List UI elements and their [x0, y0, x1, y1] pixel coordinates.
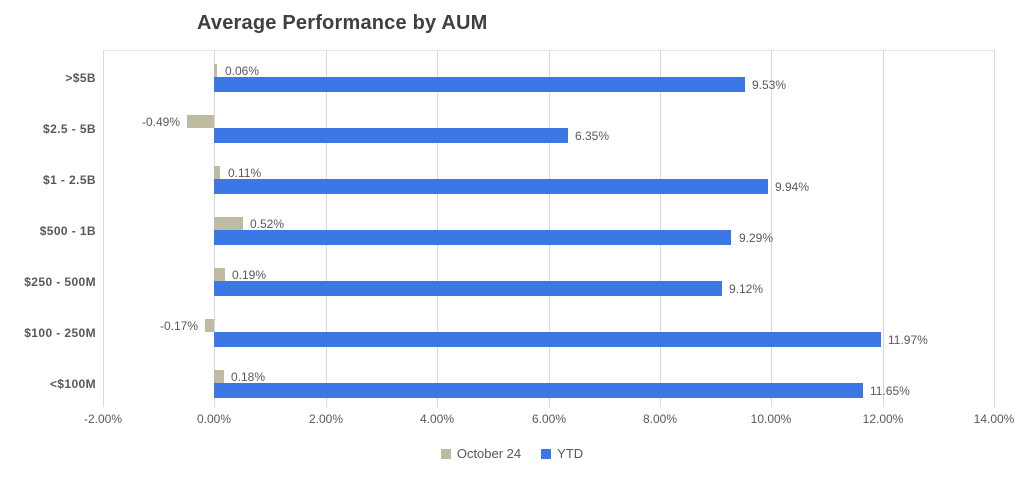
legend-swatch-icon	[541, 448, 552, 459]
bar-october-24	[214, 64, 217, 77]
data-label: 9.53%	[752, 78, 787, 92]
legend-item-ytd: YTD	[541, 446, 583, 461]
data-label: 0.18%	[231, 370, 266, 384]
bar-october-24	[187, 115, 214, 128]
x-axis-tick-label: 4.00%	[419, 412, 455, 426]
category-label: <$100M	[49, 377, 96, 391]
gridline	[883, 50, 884, 407]
bar-october-24	[205, 319, 214, 332]
bar-ytd	[214, 77, 745, 92]
data-label: 0.11%	[228, 166, 262, 180]
bar-october-24	[214, 166, 220, 179]
chart-legend: October 24 YTD	[0, 446, 1024, 461]
bar-ytd	[214, 281, 722, 296]
data-label: 11.65%	[870, 384, 910, 398]
bar-october-24	[214, 217, 243, 230]
bar-ytd	[214, 383, 863, 398]
data-label: 6.35%	[575, 129, 610, 143]
legend-label: October 24	[456, 446, 522, 461]
plot-top-border	[103, 50, 994, 51]
bar-ytd	[214, 179, 768, 194]
category-label: >$5B	[65, 71, 96, 85]
x-axis-tick-label: -2.00%	[83, 412, 123, 426]
gridline	[549, 50, 550, 407]
x-axis-tick-label: 12.00%	[862, 412, 904, 426]
category-label: $100 - 250M	[24, 326, 96, 340]
category-label: $250 - 500M	[24, 275, 96, 289]
data-label: 0.06%	[225, 64, 260, 78]
bar-october-24	[214, 268, 225, 281]
gridline	[437, 50, 438, 407]
gridline	[994, 50, 995, 407]
bar-ytd	[214, 128, 568, 143]
x-axis-tick-label: 8.00%	[642, 412, 678, 426]
gridline	[103, 50, 104, 407]
data-label: 11.97%	[888, 333, 928, 347]
legend-label: YTD	[557, 446, 584, 461]
category-label: $1 - 2.5B	[43, 173, 96, 187]
data-label: -0.49%	[141, 115, 180, 129]
bar-ytd	[214, 332, 881, 347]
category-label: $2.5 - 5B	[43, 122, 96, 136]
data-label: 0.19%	[232, 268, 267, 282]
data-label: 9.12%	[729, 282, 764, 296]
data-label: 9.94%	[775, 180, 810, 194]
x-axis-tick-label: 10.00%	[750, 412, 792, 426]
gridline	[326, 50, 327, 407]
bar-ytd	[214, 230, 731, 245]
legend-swatch-icon	[440, 448, 451, 459]
category-label: $500 - 1B	[39, 224, 96, 238]
gridline	[660, 50, 661, 407]
chart-title: Average Performance by AUM	[197, 12, 488, 34]
x-axis-tick-label: 6.00%	[531, 412, 567, 426]
data-label: -0.17%	[159, 319, 198, 333]
data-label: 9.29%	[739, 231, 774, 245]
x-axis-tick-label: 14.00%	[973, 412, 1015, 426]
legend-item-october-24: October 24	[440, 446, 522, 461]
bar-october-24	[214, 370, 224, 383]
x-axis-tick-label: 0.00%	[196, 412, 232, 426]
gridline	[771, 50, 772, 407]
x-axis-tick-label: 2.00%	[308, 412, 344, 426]
data-label: 0.52%	[250, 217, 285, 231]
